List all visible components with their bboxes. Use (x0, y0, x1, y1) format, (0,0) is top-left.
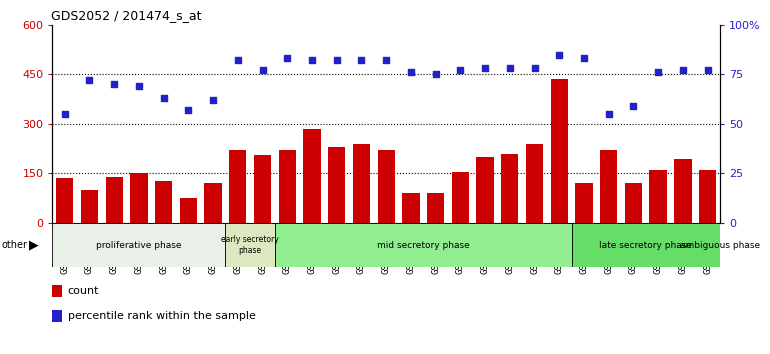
Point (578, 56, 590, 61)
Point (157, 95, 169, 101)
Bar (279, 150, 296, 223)
Bar (699, 170, 716, 223)
Bar (303, 129, 320, 223)
Bar (105, 177, 123, 223)
Bar (526, 144, 543, 223)
Point (355, 58, 367, 63)
Bar (56, 178, 73, 223)
Point (528, 65, 541, 71)
Point (553, 52, 565, 57)
Point (504, 65, 516, 71)
Bar (675, 159, 691, 223)
Point (454, 68, 467, 73)
Bar (402, 193, 420, 223)
Text: count: count (68, 286, 99, 296)
Text: mid secretory phase: mid secretory phase (377, 241, 470, 250)
Bar (649, 170, 667, 223)
Point (701, 68, 714, 73)
Text: late secretory phase: late secretory phase (599, 241, 692, 250)
Point (652, 69, 665, 75)
Bar (571, 223, 720, 267)
Point (83, 78, 95, 83)
Point (602, 111, 614, 117)
Text: ▶: ▶ (29, 239, 38, 252)
Bar (501, 154, 518, 223)
Bar (229, 150, 246, 223)
Point (628, 103, 640, 109)
Point (405, 69, 417, 75)
Bar (226, 223, 275, 267)
Bar (477, 157, 494, 223)
Bar (353, 144, 370, 223)
Point (677, 68, 689, 73)
Bar (452, 172, 469, 223)
Bar (155, 181, 172, 223)
Point (281, 56, 293, 61)
Point (330, 58, 343, 63)
Point (430, 72, 442, 77)
Bar (130, 173, 148, 223)
Point (306, 58, 318, 63)
Text: other: other (2, 240, 28, 250)
Text: percentile rank within the sample: percentile rank within the sample (68, 311, 256, 321)
Text: early secretory
phase: early secretory phase (221, 235, 279, 255)
Bar (600, 150, 618, 223)
Point (132, 84, 145, 89)
Point (59, 111, 71, 117)
Bar (575, 183, 593, 223)
Bar (275, 223, 571, 267)
Bar (377, 150, 395, 223)
Bar (254, 155, 271, 223)
Text: proliferative phase: proliferative phase (96, 241, 182, 250)
Bar (328, 147, 346, 223)
Bar (81, 190, 98, 223)
Point (108, 81, 120, 87)
Bar (551, 79, 568, 223)
Bar (179, 198, 197, 223)
Point (256, 68, 269, 73)
Text: GDS2052 / 201474_s_at: GDS2052 / 201474_s_at (51, 9, 202, 22)
Bar (427, 193, 444, 223)
Point (232, 58, 244, 63)
Point (182, 107, 195, 113)
Point (479, 65, 491, 71)
Point (207, 97, 219, 103)
Bar (204, 183, 222, 223)
Bar (52, 223, 226, 267)
Point (380, 58, 392, 63)
Text: ambiguous phase: ambiguous phase (680, 241, 760, 250)
Bar (624, 183, 642, 223)
